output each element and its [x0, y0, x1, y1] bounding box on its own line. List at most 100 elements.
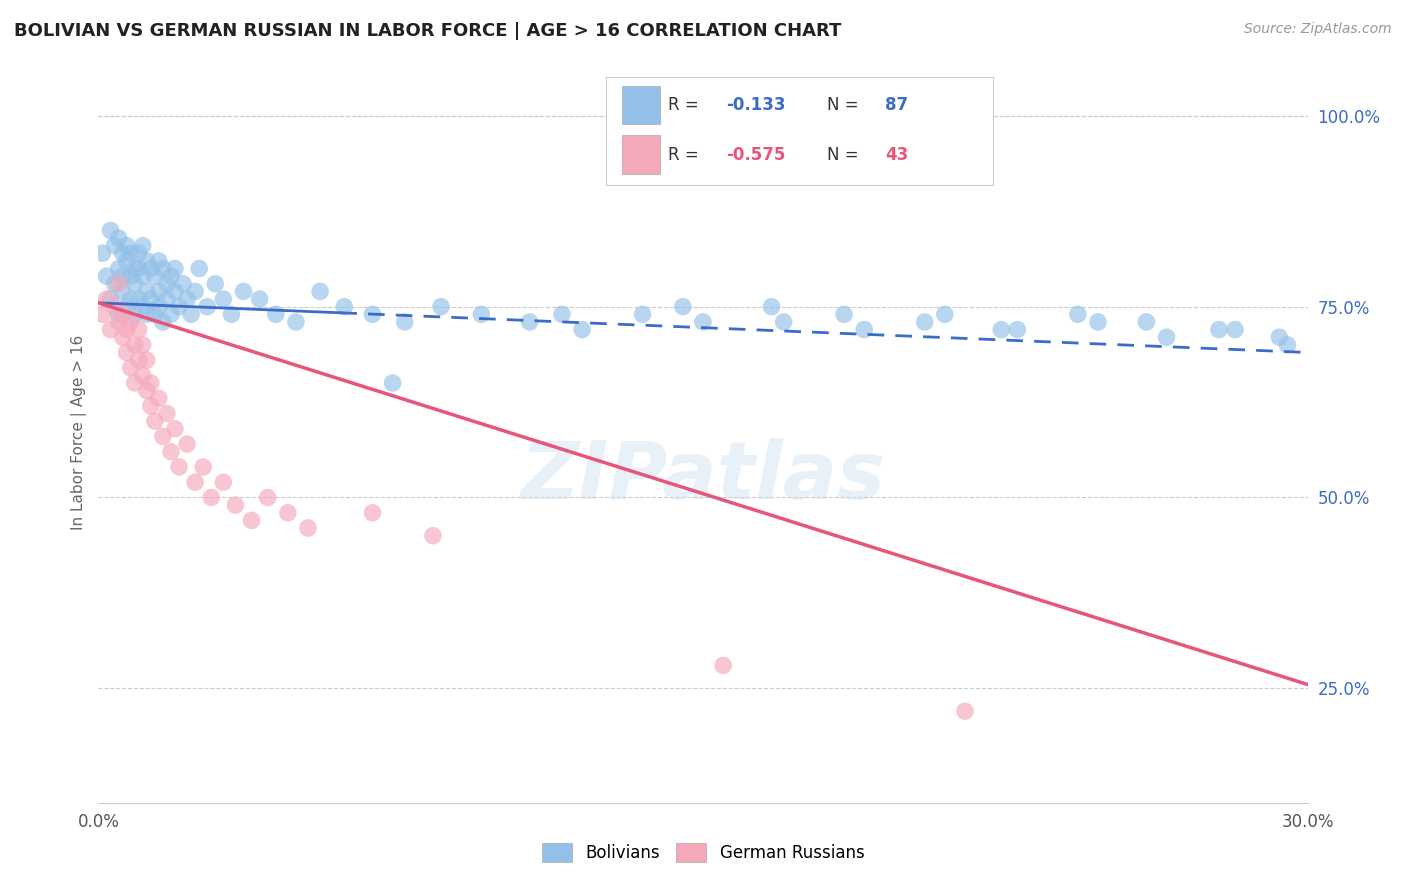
Point	[914, 315, 936, 329]
Point	[135, 307, 157, 321]
Point	[297, 521, 319, 535]
Point	[832, 307, 855, 321]
Point	[160, 269, 183, 284]
Point	[128, 322, 150, 336]
Point	[176, 292, 198, 306]
Point	[1223, 322, 1246, 336]
Point	[148, 285, 170, 299]
Point	[143, 414, 166, 428]
Point	[139, 292, 162, 306]
Point	[264, 307, 287, 321]
Point	[240, 513, 263, 527]
Point	[163, 422, 186, 436]
Point	[188, 261, 211, 276]
Point	[711, 658, 734, 673]
Point	[167, 460, 190, 475]
Point	[180, 307, 202, 321]
Point	[132, 300, 155, 314]
Point	[111, 285, 134, 299]
Point	[120, 292, 142, 306]
Point	[163, 261, 186, 276]
Point	[571, 322, 593, 336]
Point	[107, 231, 129, 245]
Point	[91, 246, 114, 260]
Point	[361, 307, 384, 321]
Point	[135, 253, 157, 268]
Point	[139, 261, 162, 276]
Point	[249, 292, 271, 306]
Y-axis label: In Labor Force | Age > 16: In Labor Force | Age > 16	[72, 335, 87, 530]
Point	[115, 238, 138, 252]
Point	[934, 307, 956, 321]
Point	[124, 307, 146, 321]
Text: ZIPatlas: ZIPatlas	[520, 438, 886, 516]
Point	[172, 277, 194, 291]
Point	[1007, 322, 1029, 336]
Point	[1135, 315, 1157, 329]
Point	[256, 491, 278, 505]
Point	[176, 437, 198, 451]
Point	[128, 246, 150, 260]
Point	[212, 292, 235, 306]
Point	[91, 307, 114, 321]
Point	[152, 261, 174, 276]
Point	[120, 360, 142, 375]
Point	[672, 300, 695, 314]
Point	[160, 307, 183, 321]
Point	[224, 498, 246, 512]
Point	[135, 384, 157, 398]
Point	[761, 300, 783, 314]
Point	[135, 285, 157, 299]
Point	[470, 307, 492, 321]
Point	[128, 261, 150, 276]
Point	[195, 300, 218, 314]
Point	[115, 253, 138, 268]
Point	[284, 315, 307, 329]
Point	[156, 292, 179, 306]
Point	[103, 238, 125, 252]
Point	[124, 338, 146, 352]
Point	[212, 475, 235, 490]
Point	[394, 315, 416, 329]
Point	[103, 300, 125, 314]
Point	[422, 529, 444, 543]
Point	[361, 506, 384, 520]
Point	[115, 300, 138, 314]
Point	[107, 315, 129, 329]
Point	[143, 307, 166, 321]
Text: BOLIVIAN VS GERMAN RUSSIAN IN LABOR FORCE | AGE > 16 CORRELATION CHART: BOLIVIAN VS GERMAN RUSSIAN IN LABOR FORC…	[14, 22, 841, 40]
Point	[152, 315, 174, 329]
Point	[124, 261, 146, 276]
Point	[1067, 307, 1090, 321]
Point	[132, 368, 155, 383]
Point	[953, 704, 976, 718]
Point	[139, 399, 162, 413]
Point	[631, 307, 654, 321]
Point	[692, 315, 714, 329]
Point	[160, 444, 183, 458]
Point	[96, 292, 118, 306]
Point	[100, 322, 122, 336]
Text: Source: ZipAtlas.com: Source: ZipAtlas.com	[1244, 22, 1392, 37]
Point	[1208, 322, 1230, 336]
Point	[184, 285, 207, 299]
Legend: Bolivians, German Russians: Bolivians, German Russians	[534, 836, 872, 869]
Point	[111, 330, 134, 344]
Point	[990, 322, 1012, 336]
Point	[156, 277, 179, 291]
Point	[139, 376, 162, 390]
Point	[132, 238, 155, 252]
Point	[124, 376, 146, 390]
Point	[156, 407, 179, 421]
Point	[193, 460, 215, 475]
Point	[115, 322, 138, 336]
Point	[148, 391, 170, 405]
Point	[120, 269, 142, 284]
Point	[148, 300, 170, 314]
Point	[111, 269, 134, 284]
Point	[853, 322, 876, 336]
Point	[128, 292, 150, 306]
Point	[772, 315, 794, 329]
Point	[128, 353, 150, 368]
Point	[96, 269, 118, 284]
